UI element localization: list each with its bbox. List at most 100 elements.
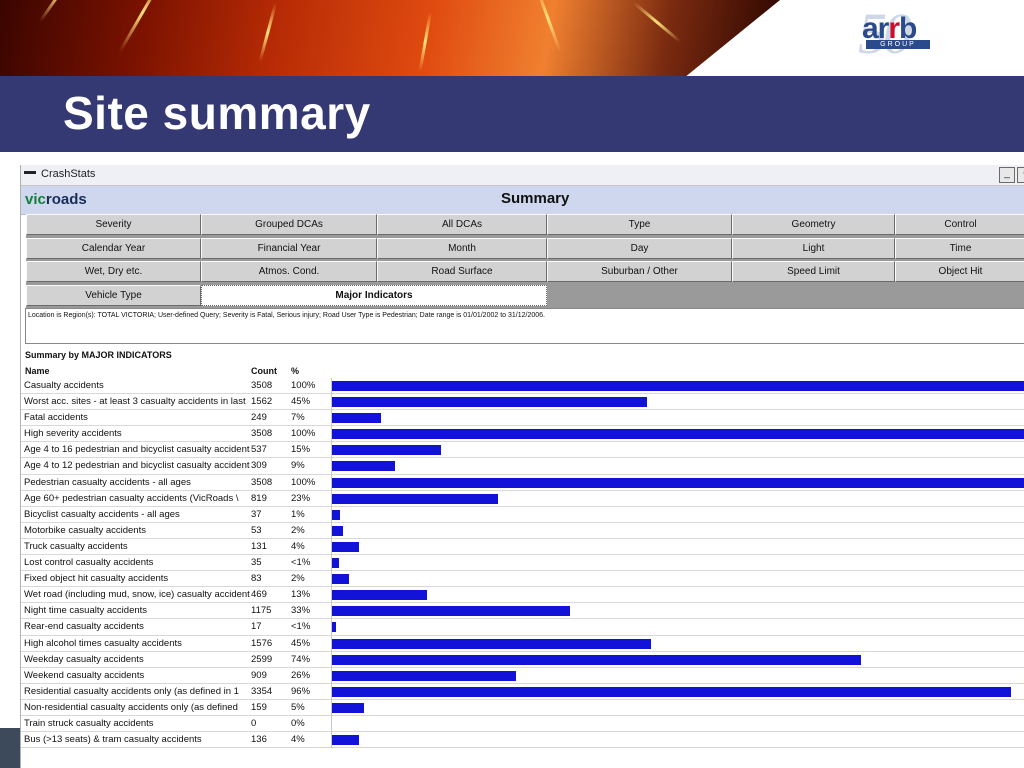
indicator-name: Wet road (including mud, snow, ice) casu… [24, 589, 250, 601]
indicator-bar [332, 622, 336, 633]
indicator-bar [332, 525, 343, 536]
tab-wet-dry[interactable]: Wet, Dry etc. [26, 261, 201, 282]
tab-all-dcas[interactable]: All DCAs [377, 214, 547, 235]
column-divider [331, 378, 332, 394]
indicator-count: 35 [251, 557, 262, 569]
indicator-percent: 4% [291, 734, 305, 746]
indicator-name: High alcohol times casualty accidents [24, 637, 182, 649]
table-row[interactable]: Fatal accidents 249 7% [21, 410, 1024, 427]
column-divider [331, 522, 332, 539]
tab-road-surface[interactable]: Road Surface [377, 261, 547, 282]
table-row[interactable]: Worst acc. sites - at least 3 casualty a… [21, 394, 1024, 411]
crashstats-window: CrashStats _ ▫ vicroads Summary Severity… [20, 165, 1024, 768]
minimize-button[interactable]: _ [999, 167, 1015, 183]
table-row[interactable]: Bus (>13 seats) & tram casualty accident… [21, 732, 1024, 749]
tab-speed-limit[interactable]: Speed Limit [732, 261, 895, 282]
column-header-percent[interactable]: % [291, 366, 300, 376]
tab-grouped-dcas[interactable]: Grouped DCAs [201, 214, 377, 235]
indicator-percent: 74% [291, 653, 311, 665]
indicator-name: Worst acc. sites - at least 3 casualty a… [24, 396, 246, 408]
table-row[interactable]: Non-residential casualty accidents only … [21, 699, 1024, 716]
indicator-percent: 4% [291, 540, 305, 552]
app-header: vicroads Summary [21, 186, 1024, 215]
column-divider [331, 651, 332, 668]
window-titlebar[interactable]: CrashStats _ ▫ [21, 165, 1024, 186]
column-divider [331, 587, 332, 604]
column-header-count[interactable]: Count [251, 366, 277, 376]
indicator-count: 909 [251, 669, 267, 681]
indicator-name: Non-residential casualty accidents only … [24, 701, 238, 713]
tab-time[interactable]: Time [895, 238, 1024, 259]
slide-title: Site summary [63, 87, 371, 139]
table-row[interactable]: Weekend casualty accidents 909 26% [21, 667, 1024, 684]
query-description: Location is Region(s): TOTAL VICTORIA; U… [25, 308, 1024, 344]
tab-geometry[interactable]: Geometry [732, 214, 895, 235]
indicator-bar [332, 654, 861, 665]
table-row[interactable]: Casualty accidents 3508 100% [21, 378, 1024, 395]
indicator-bar [332, 413, 381, 424]
table-row[interactable]: Train struck casualty accidents 0 0% [21, 715, 1024, 733]
table-row[interactable]: Bicyclist casualty accidents - all ages 3… [21, 506, 1024, 523]
restore-button[interactable]: ▫ [1017, 167, 1024, 183]
table-row[interactable]: Age 4 to 16 pedestrian and bicyclist cas… [21, 442, 1024, 459]
table-row[interactable]: Weekday casualty accidents 2599 74% [21, 651, 1024, 668]
column-divider [331, 394, 332, 411]
table-row[interactable]: Night time casualty accidents 1175 33% [21, 603, 1024, 620]
table-row[interactable]: Wet road (including mud, snow, ice) casu… [21, 587, 1024, 604]
table-row[interactable]: Residential casualty accidents only (as … [21, 683, 1024, 700]
indicator-percent: 100% [291, 380, 316, 391]
indicator-name: Night time casualty accidents [24, 605, 148, 617]
indicator-count: 159 [251, 701, 267, 713]
indicator-bar [332, 606, 570, 617]
tab-suburban-other[interactable]: Suburban / Other [547, 261, 732, 282]
tab-vehicle-type[interactable]: Vehicle Type [26, 285, 201, 306]
indicator-name: Pedestrian casualty accidents - all ages [24, 476, 191, 488]
tab-object-hit[interactable]: Object Hit [895, 261, 1024, 282]
table-row[interactable]: Age 60+ pedestrian casualty accidents (V… [21, 490, 1024, 507]
tab-day[interactable]: Day [547, 238, 732, 259]
indicator-bar [332, 381, 1024, 391]
tab-severity[interactable]: Severity [26, 214, 201, 235]
table-row[interactable]: High alcohol times casualty accidents 157… [21, 635, 1024, 652]
column-divider [331, 410, 332, 427]
table-row[interactable]: Fixed object hit casualty accidents 83 2% [21, 571, 1024, 588]
column-divider [331, 474, 332, 491]
column-header-name[interactable]: Name [25, 366, 50, 376]
indicator-percent: 96% [291, 685, 311, 697]
table-row[interactable]: Age 4 to 12 pedestrian and bicyclist cas… [21, 458, 1024, 475]
tab-light[interactable]: Light [732, 238, 895, 259]
table-row[interactable]: High severity accidents 3508 100% [21, 426, 1024, 443]
tab-financial-year[interactable]: Financial Year [201, 238, 377, 259]
column-divider [331, 506, 332, 523]
tab-control[interactable]: Control [895, 214, 1024, 235]
table-row[interactable]: Pedestrian casualty accidents - all ages… [21, 474, 1024, 491]
tab-calendar-year[interactable]: Calendar Year [26, 238, 201, 259]
indicator-name: Train struck casualty accidents [24, 717, 154, 729]
indicator-bar [332, 397, 647, 408]
indicator-bar [332, 477, 1024, 488]
indicator-bar [332, 735, 359, 746]
title-band [0, 76, 1024, 152]
tab-type[interactable]: Type [547, 214, 732, 235]
indicator-name: High severity accidents [24, 428, 122, 440]
indicator-count: 37 [251, 508, 262, 520]
indicator-count: 3508 [251, 476, 273, 488]
indicator-name: Bus (>13 seats) & tram casualty accident… [24, 734, 202, 746]
indicator-count: 136 [251, 734, 267, 746]
table-row[interactable]: Lost control casualty accidents 35 <1% [21, 555, 1024, 572]
indicator-name: Lost control casualty accidents [24, 557, 154, 569]
indicator-name: Age 60+ pedestrian casualty accidents (V… [24, 492, 239, 504]
indicator-bar [332, 686, 1011, 697]
indicator-percent: 33% [291, 605, 311, 617]
table-row[interactable]: Truck casualty accidents 131 4% [21, 538, 1024, 556]
tab-atmos-cond[interactable]: Atmos. Cond. [201, 261, 377, 282]
indicator-percent: 15% [291, 444, 311, 456]
indicator-bar [332, 493, 498, 504]
indicator-count: 3508 [251, 380, 273, 391]
table-row[interactable]: Motorbike casualty accidents 53 2% [21, 522, 1024, 539]
indicator-percent: 26% [291, 669, 311, 681]
tab-major-indicators[interactable]: Major Indicators [201, 285, 547, 306]
slide-header-photo: 50 arrb GROUP [0, 0, 1024, 76]
table-row[interactable]: Rear-end casualty accidents 17 <1% [21, 619, 1024, 636]
tab-month[interactable]: Month [377, 238, 547, 259]
